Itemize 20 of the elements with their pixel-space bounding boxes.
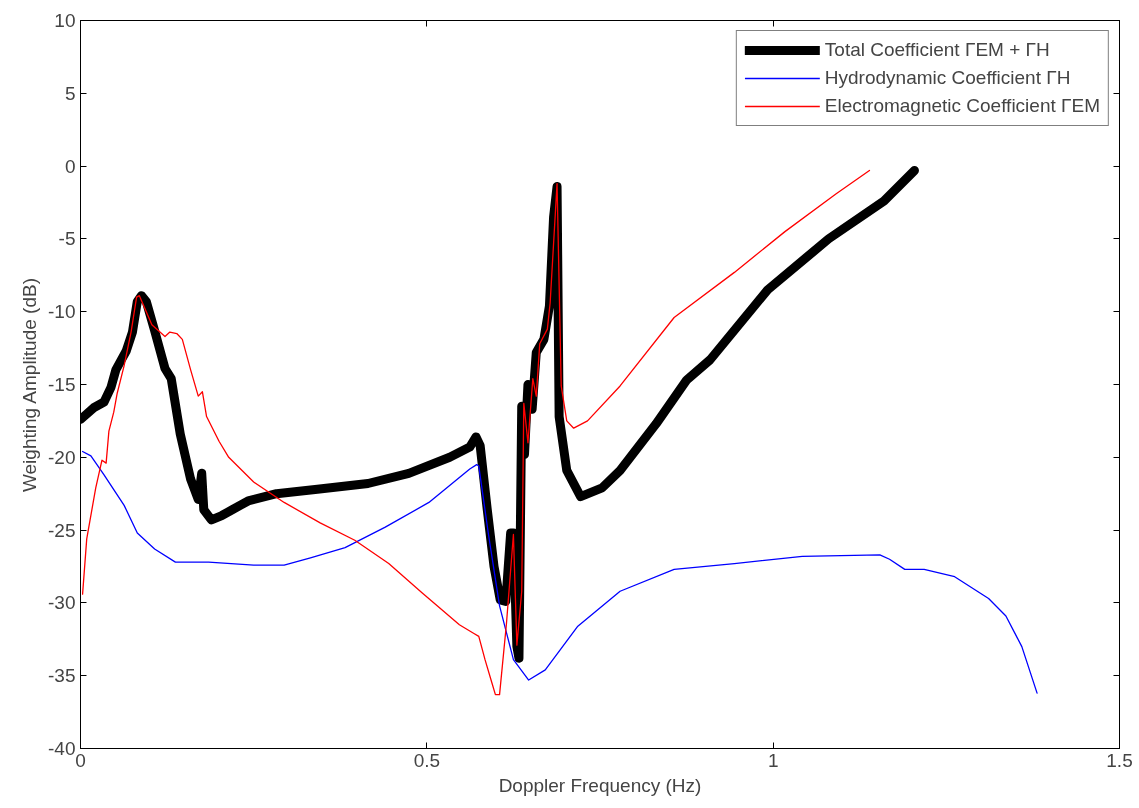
y-tick-label: 0: [64, 155, 76, 177]
x-tick-label: 1: [767, 749, 779, 771]
x-tick-label: 0.5: [413, 749, 441, 771]
y-tick-label: 5: [64, 82, 76, 104]
y-tick-label: -20: [48, 446, 76, 468]
y-tick-label: -30: [48, 592, 76, 614]
legend-label: Hydrodynamic Coefficient ΓH: [824, 67, 1071, 89]
y-tick-label: -35: [48, 665, 76, 687]
x-tick-label: 1.5: [1106, 749, 1133, 771]
line-series: [81, 450, 1038, 694]
y-tick-label: -5: [58, 228, 76, 250]
legend-label: Electromagnetic Coefficient ΓEM: [824, 95, 1100, 117]
y-tick-label: -15: [48, 374, 76, 395]
y-tick-label: 10: [54, 10, 76, 31]
y-tick-label: -25: [48, 519, 76, 541]
legend-label: Total Coefficient ΓEM + ΓH: [824, 39, 1050, 61]
y-tick-label: -10: [48, 301, 76, 323]
x-axis-title: Doppler Frequency (Hz): [498, 774, 702, 796]
y-axis-title: Weighting Amplitude (dB): [19, 278, 41, 493]
y-tick-label: -40: [48, 738, 76, 759]
